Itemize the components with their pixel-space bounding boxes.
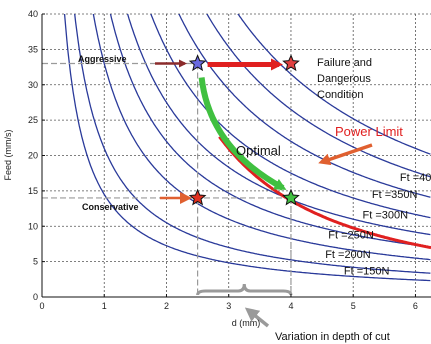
optimal-label: Optimal <box>236 143 281 158</box>
x-tick-label: 0 <box>39 301 44 311</box>
force-curve-line <box>63 14 431 282</box>
power-limit-arrow <box>318 143 373 166</box>
optimal-arrow <box>198 77 287 191</box>
curve-label: Ft =300N <box>363 209 409 221</box>
x-tick-label: 4 <box>288 301 293 311</box>
x-tick-label: 6 <box>413 301 418 311</box>
force-curve-line <box>237 14 431 155</box>
curve-label: Ft =350N <box>372 189 418 201</box>
x-axis-title: d (mm) <box>232 318 261 328</box>
curve-label: Ft =250N <box>328 229 374 241</box>
x-tick-label: 1 <box>102 301 107 311</box>
failure-label-3: Condition <box>317 89 363 101</box>
arrows <box>155 58 373 328</box>
aggressive-label: Aggressive <box>78 54 127 64</box>
variation-label: Variation in depth of cut <box>275 331 390 343</box>
tick-labels: 0 1 2 3 4 5 6 0 5 10 15 20 25 30 35 40 <box>28 9 418 311</box>
force-curve-line <box>109 14 431 248</box>
y-tick-label: 10 <box>28 221 38 231</box>
failure-star <box>282 54 300 72</box>
y-tick-label: 20 <box>28 151 38 161</box>
curve-label: Ft =200N <box>325 249 371 261</box>
force-curve-line <box>206 14 431 178</box>
power-limit-label: Power Limit <box>335 124 403 139</box>
y-tick-label: 0 <box>33 292 38 302</box>
y-tick-label: 40 <box>28 9 38 19</box>
failure-label-1: Failure and <box>317 57 372 69</box>
power-limit-curve <box>218 135 431 250</box>
conservative-star <box>188 188 207 206</box>
force-curve-line <box>74 14 431 274</box>
conservative-label: Conservative <box>82 202 139 212</box>
curve-label: Ft =150N <box>344 265 390 277</box>
curve-labels: Ft =150N Ft =200N Ft =250N Ft =300N Ft =350N… <box>325 172 431 277</box>
aggressive-star <box>188 54 207 72</box>
force-curve-line <box>92 14 431 261</box>
force-curves <box>63 14 431 282</box>
x-tick-label: 2 <box>164 301 169 311</box>
force-curve-line <box>150 14 431 219</box>
x-tick-label: 5 <box>351 301 356 311</box>
marker-points <box>188 54 300 206</box>
variation-arrow <box>244 307 270 328</box>
power-limit-line <box>218 135 431 250</box>
force-curve-line <box>178 14 431 198</box>
y-tick-label: 25 <box>28 115 38 125</box>
y-tick-label: 5 <box>33 257 38 267</box>
y-axis-title: Feed (mm/s) <box>3 129 13 180</box>
y-tick-label: 30 <box>28 80 38 90</box>
force-curve-line <box>126 14 431 236</box>
y-tick-label: 15 <box>28 186 38 196</box>
y-tick-label: 35 <box>28 44 38 54</box>
depth-range-brace <box>196 283 293 296</box>
grid <box>42 13 431 297</box>
curve-label: Ft =400N <box>400 172 431 184</box>
x-tick-label: 3 <box>226 301 231 311</box>
optimal-star <box>282 188 300 206</box>
failure-label-2: Dangerous <box>317 73 371 85</box>
